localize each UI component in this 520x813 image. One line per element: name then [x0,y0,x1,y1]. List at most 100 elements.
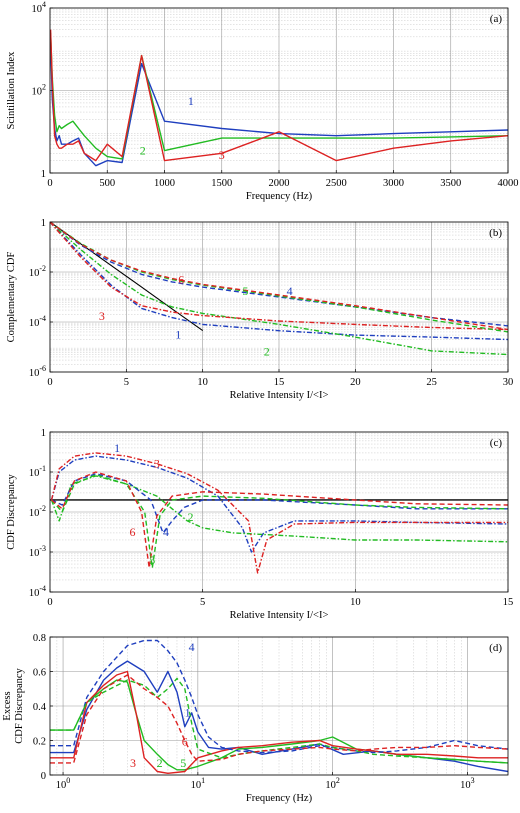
x-tick-label: 20 [350,377,361,388]
series-line-5 [50,677,508,764]
y-tick-label: 10-6 [29,364,46,379]
chart-panel-a: 1 2 3 0 500 1000 1500 2000 2500 3000 3500 4000 1 102 1… [6,0,519,202]
series-line-3 [50,452,508,574]
series-line-2 [50,475,508,543]
y-tick-label: 10-4 [29,584,46,599]
y-tick-label: 102 [32,83,47,98]
series-label-2: 2 [157,756,163,770]
x-tick-label: 0 [47,178,52,189]
y-tick-label: 0.2 [33,737,46,748]
series-line-5 [50,474,508,569]
series-label-1: 1 [188,94,194,108]
series-line-6 [51,471,508,569]
series-label-1: 1 [114,441,120,455]
series-label-4: 4 [189,640,195,654]
x-tick-label: 10 [350,597,361,608]
x-axis-label: Frequency (Hz) [246,793,313,804]
series-label-2: 2 [187,510,193,524]
series-label-3: 3 [154,456,160,470]
series-line-3 [50,29,508,162]
panel-tag: (d) [489,642,502,654]
series-label-4: 4 [163,525,169,539]
x-tick-label: 0 [47,377,52,388]
y-tick-label: 1 [41,428,46,439]
y-tick-label: 10-2 [29,264,46,279]
x-tick-label: 1000 [154,178,175,189]
y-tick-label: 0.4 [33,702,47,713]
y-tick-label: 10-2 [29,504,46,519]
y-axis-label: Excess [2,691,13,720]
series-label-6: 6 [178,272,184,286]
y-tick-label: 0.6 [33,668,46,679]
y-axis-label: CDF Discrepancy [14,667,25,743]
x-tick-label: 5 [124,377,129,388]
series-line-6 [50,674,508,764]
series-label-3: 3 [99,309,105,323]
grid-lines [50,636,508,776]
grid-lines [49,7,509,174]
x-tick-label: 1500 [211,178,232,189]
y-tick-label: 0.8 [33,633,46,644]
x-tick-label: 3000 [383,178,404,189]
series-label-3: 3 [219,148,225,162]
series-label-6: 6 [129,525,135,539]
x-tick-label: 101 [191,776,206,791]
y-tick-label: 10-1 [29,464,46,479]
x-tick-label: 5 [200,597,205,608]
series-line-5 [50,222,508,333]
series-line-1 [50,455,508,553]
series-line-2 [50,222,508,356]
x-tick-label: 100 [56,776,71,791]
series-label-6: 6 [182,735,188,749]
x-axis-label: Relative Intensity I/<I> [230,390,329,401]
x-tick-label: 102 [325,776,340,791]
series-line-2 [50,32,508,160]
series-label-5: 5 [149,553,155,567]
panel-tag: (b) [489,227,502,239]
x-tick-label: 2000 [269,178,290,189]
x-axis-label: Frequency (Hz) [246,191,313,202]
series-label-1: 1 [175,327,181,341]
series-line-1 [50,222,508,341]
series-label-3: 3 [130,756,136,770]
series-label-2: 2 [264,345,270,359]
x-tick-label: 4000 [498,178,519,189]
x-tick-label: 0 [47,597,52,608]
series-line-3 [50,222,508,331]
x-tick-label: 30 [503,377,514,388]
series-label-4: 4 [287,284,293,298]
series-line-3 [50,670,508,774]
y-tick-label: 1 [41,169,46,180]
x-tick-label: 25 [426,377,437,388]
x-tick-label: 103 [460,776,475,791]
series-label-5: 5 [242,284,248,298]
x-tick-label: 15 [274,377,285,388]
chart-panel-d: 4 1 6 5 2 3 100 101 102 103 0 0.2 0.4 0.6 0.8 (d) Freque… [2,633,509,804]
x-tick-label: 15 [503,597,514,608]
y-tick-label: 104 [32,0,47,15]
y-axis-label: CDF Discrepancy [6,473,17,549]
series-label-2: 2 [140,144,146,158]
grid-lines [49,221,509,373]
grid-lines [49,431,509,593]
x-tick-label: 500 [99,178,115,189]
y-axis-label: Scintillation Index [6,51,17,130]
y-tick-label: 1 [41,218,46,229]
panel-tag: (a) [490,13,503,25]
x-axis-label: Relative Intensity I/<I> [230,610,329,621]
series-line-1 [50,41,508,167]
y-tick-label: 10-3 [29,544,46,559]
y-tick-label: 0 [41,771,46,782]
y-axis-label: Complementary CDF [6,251,17,342]
panel-tag: (c) [490,437,503,449]
y-tick-label: 10-4 [29,314,46,329]
x-tick-label: 3500 [440,178,461,189]
series-line-4 [50,639,508,754]
x-tick-label: 10 [197,377,208,388]
x-tick-label: 2500 [326,178,347,189]
series-label-5: 5 [180,756,186,770]
series-label-1: 1 [185,705,191,719]
